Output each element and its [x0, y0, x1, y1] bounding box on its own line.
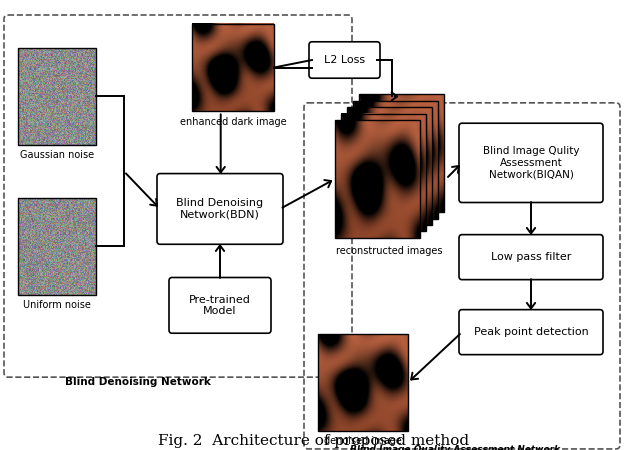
FancyBboxPatch shape	[459, 234, 603, 279]
Bar	[18, 198, 96, 295]
FancyBboxPatch shape	[459, 123, 603, 202]
Bar	[335, 120, 420, 238]
Bar	[192, 23, 274, 112]
Text: Blind Image Qulity
Assessment
Network(BIQAN): Blind Image Qulity Assessment Network(BI…	[483, 146, 579, 180]
Bar	[359, 94, 444, 212]
Bar	[353, 101, 438, 219]
FancyBboxPatch shape	[309, 42, 380, 78]
FancyBboxPatch shape	[157, 174, 283, 244]
FancyBboxPatch shape	[169, 278, 271, 333]
Text: reconstructed images: reconstructed images	[336, 247, 443, 256]
Bar	[347, 107, 432, 225]
Text: Gaussian noise: Gaussian noise	[20, 150, 94, 160]
Text: Low pass filter: Low pass filter	[491, 252, 571, 262]
Text: L2 Loss: L2 Loss	[324, 55, 365, 65]
FancyBboxPatch shape	[459, 310, 603, 355]
Bar	[318, 334, 408, 431]
Text: Peak point detection: Peak point detection	[474, 327, 588, 337]
Text: Blind Image Quality Assessment Network: Blind Image Quality Assessment Network	[350, 445, 560, 450]
Text: Uniform noise: Uniform noise	[23, 300, 91, 310]
Text: Blind Denoising
Network(BDN): Blind Denoising Network(BDN)	[176, 198, 264, 220]
Text: Fig. 2  Architecture of proposed method: Fig. 2 Architecture of proposed method	[158, 434, 470, 448]
Text: Blind Denoising Network: Blind Denoising Network	[65, 377, 211, 387]
Text: enhanced dark image: enhanced dark image	[180, 117, 286, 127]
Text: Pre-trained
Model: Pre-trained Model	[189, 295, 251, 316]
Bar	[18, 48, 96, 144]
Text: denoised image: denoised image	[324, 436, 402, 446]
Bar	[341, 113, 426, 231]
